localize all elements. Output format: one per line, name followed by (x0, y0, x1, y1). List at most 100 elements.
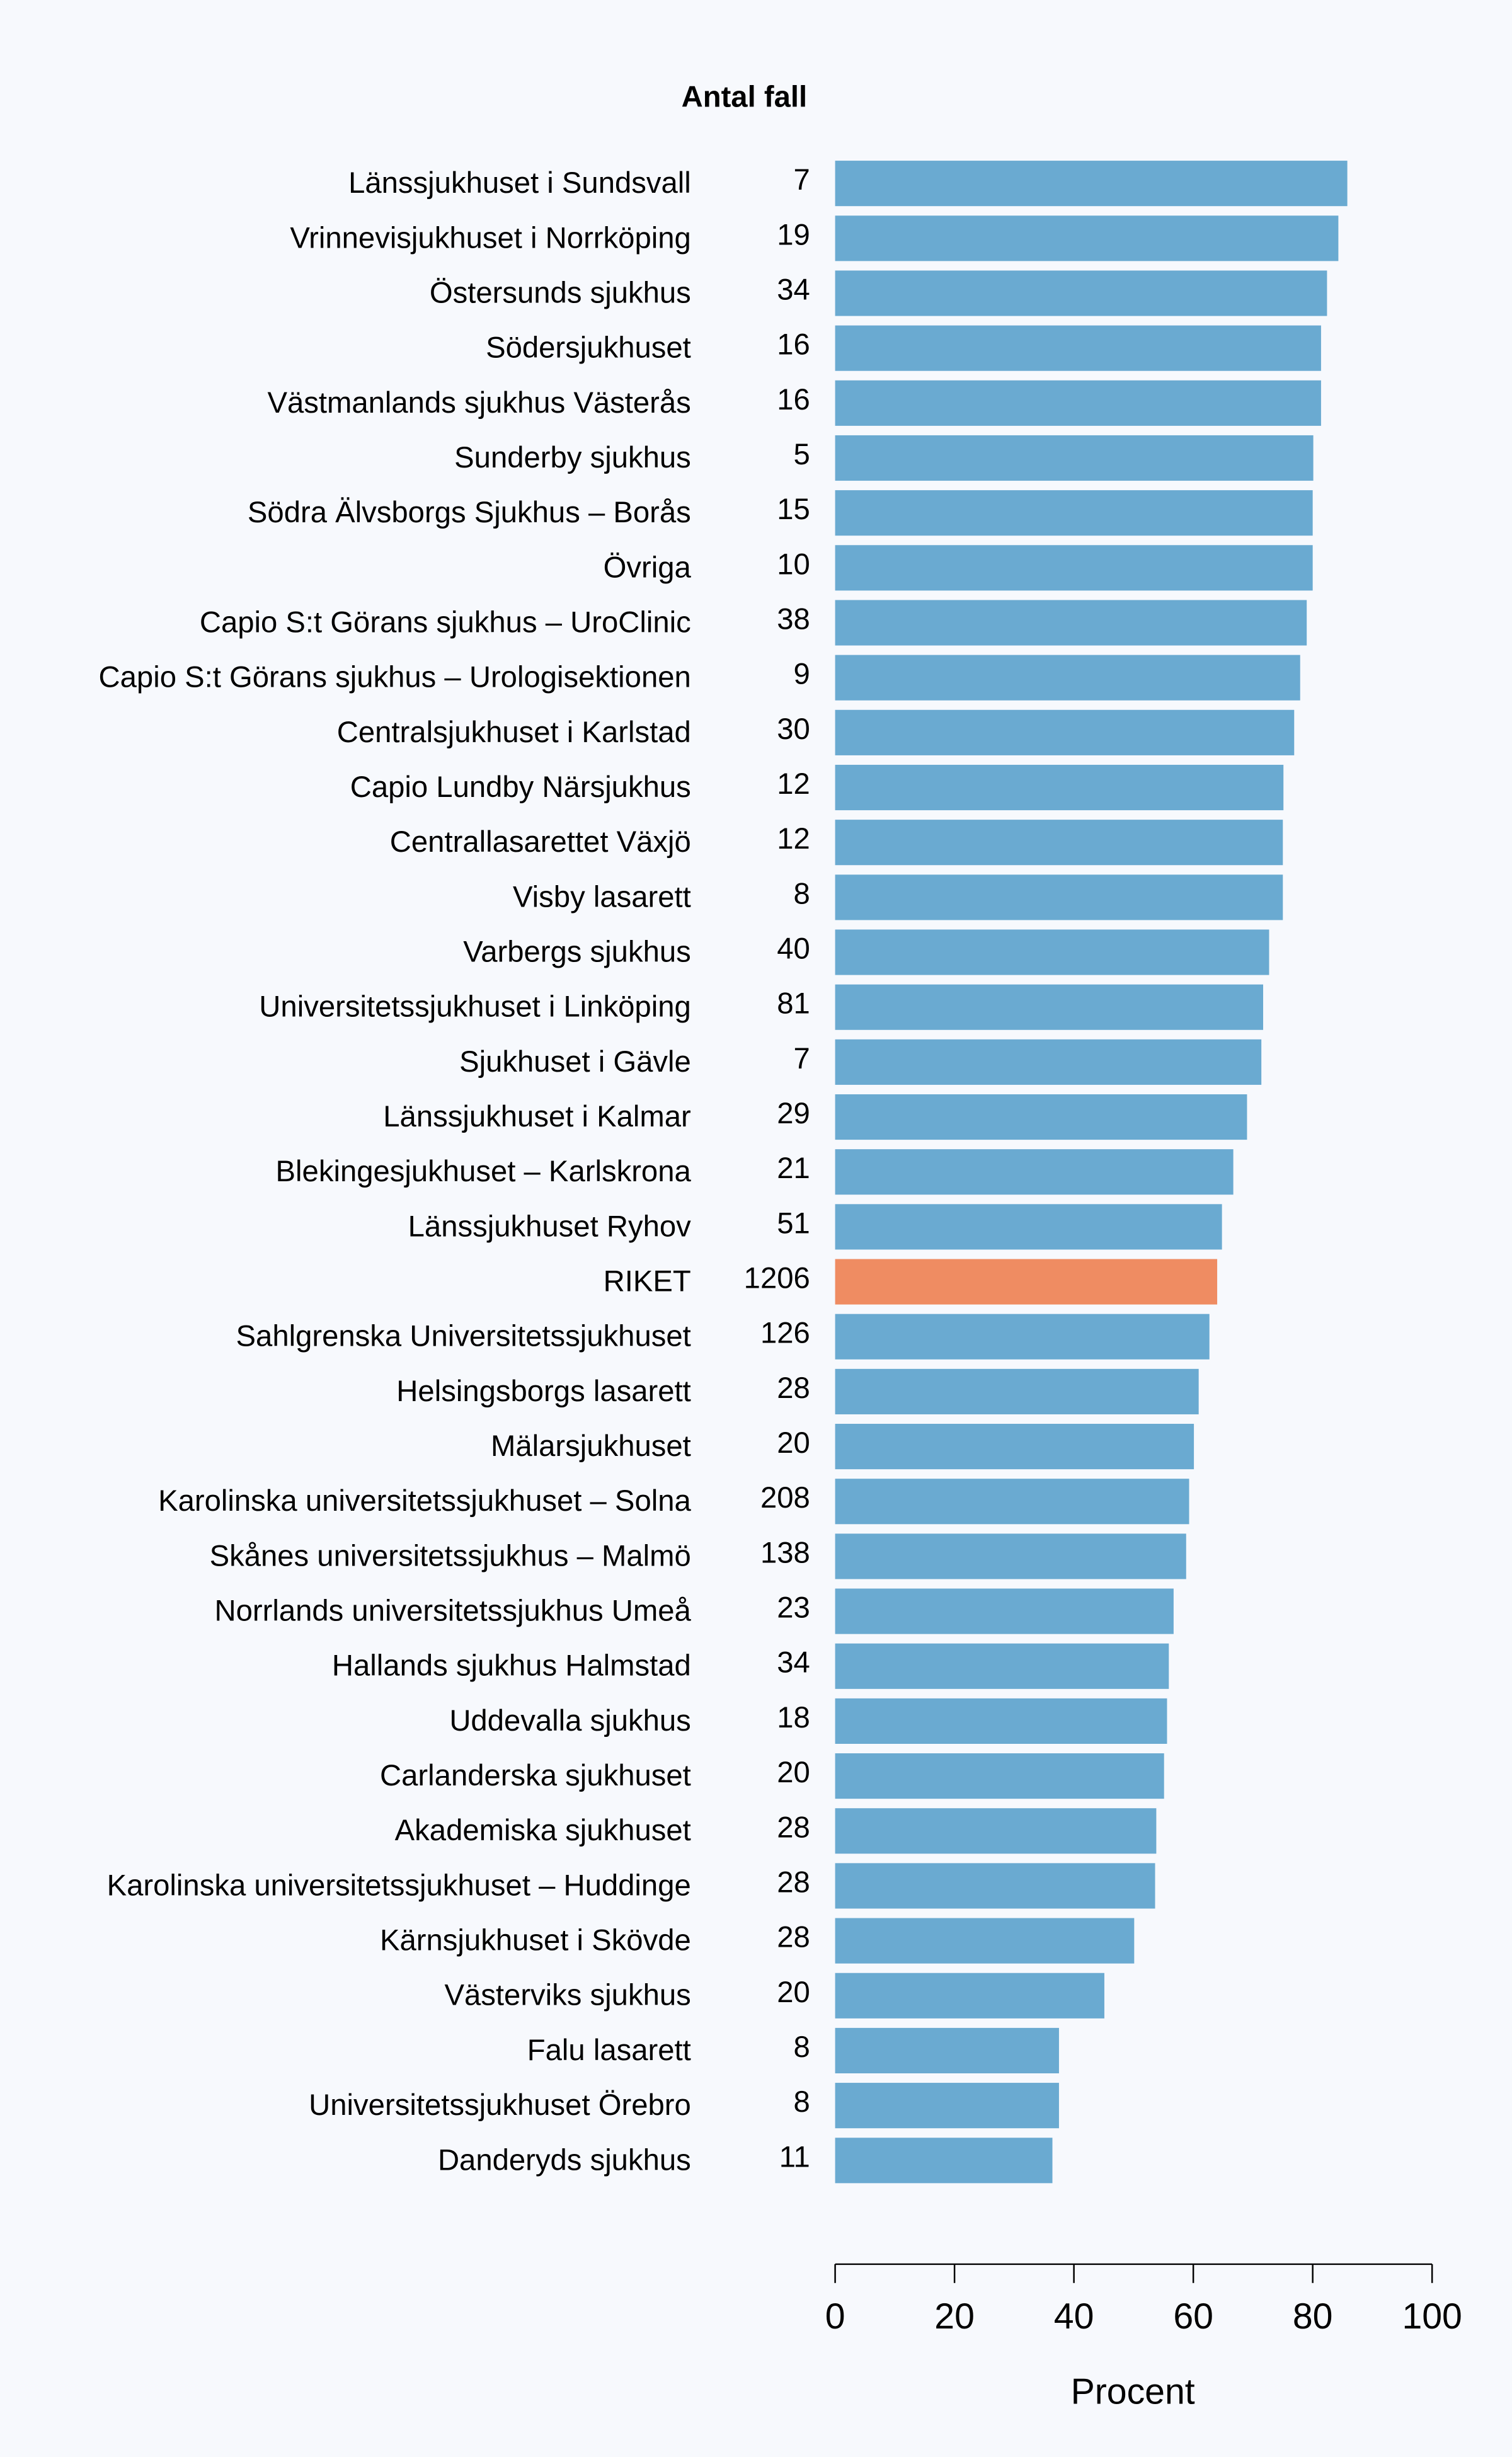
category-label: Akademiska sjukhuset (395, 1814, 691, 1847)
bar (835, 2138, 1053, 2184)
category-label: Danderyds sjukhus (438, 2143, 691, 2177)
x-tick-label: 60 (1173, 2296, 1213, 2337)
bar (835, 2027, 1059, 2074)
category-label: Sahlgrenska Universitetssjukhuset (236, 1320, 691, 1353)
count-label: 34 (777, 273, 810, 306)
category-label: Mälarsjukhuset (491, 1429, 691, 1463)
bar (835, 380, 1321, 426)
category-label: Sjukhuset i Gävle (459, 1045, 691, 1079)
bar (835, 1753, 1164, 1799)
category-label: Norrlands universitetssjukhus Umeå (214, 1595, 691, 1628)
category-label: Övriga (604, 551, 692, 584)
count-label: 1206 (744, 1262, 810, 1295)
category-label: Kärnsjukhuset i Skövde (380, 1924, 691, 1957)
count-label: 10 (777, 547, 810, 581)
count-label: 81 (777, 987, 810, 1021)
count-label: 28 (777, 1865, 810, 1899)
bar (835, 1259, 1218, 1305)
bar (835, 1479, 1189, 1525)
bar (835, 490, 1313, 536)
count-label: 20 (777, 1426, 810, 1460)
count-label: 8 (794, 2030, 810, 2064)
bar (835, 764, 1284, 811)
count-label: 16 (777, 383, 810, 416)
bar (835, 1863, 1155, 1909)
category-label: Carlanderska sjukhuset (380, 1759, 691, 1792)
count-label: 8 (794, 877, 810, 910)
category-label: Capio Lundby Närsjukhus (350, 770, 691, 804)
count-label: 51 (777, 1206, 810, 1240)
count-label: 138 (760, 1536, 810, 1569)
bar (835, 820, 1283, 866)
bar (835, 1368, 1199, 1414)
x-tick-label: 100 (1402, 2296, 1462, 2337)
category-label: Östersunds sjukhus (430, 276, 691, 309)
bar (835, 1643, 1169, 1689)
bar (835, 435, 1314, 481)
bar (835, 215, 1339, 261)
bar (835, 1204, 1222, 1250)
x-tick-label: 20 (934, 2296, 975, 2337)
bar (835, 1424, 1194, 1470)
category-label: Universitetssjukhuset Örebro (309, 2088, 691, 2122)
count-label: 5 (794, 438, 810, 471)
category-label: Sunderby sjukhus (454, 441, 691, 474)
bar (835, 874, 1283, 920)
bar (835, 929, 1269, 975)
x-tick-label: 40 (1054, 2296, 1094, 2337)
count-label: 40 (777, 932, 810, 966)
bar (835, 1039, 1262, 1085)
bar (835, 1588, 1174, 1634)
count-label: 208 (760, 1481, 810, 1515)
count-label: 16 (777, 328, 810, 362)
bar (835, 655, 1300, 701)
count-label: 7 (794, 1042, 810, 1075)
bar (835, 984, 1263, 1030)
bar (835, 1808, 1157, 1854)
bar (835, 600, 1307, 646)
category-label: Länssjukhuset i Sundsvall (348, 166, 691, 200)
bar (835, 161, 1348, 207)
bar (835, 1533, 1186, 1579)
category-label: Capio S:t Görans sjukhus – UroClinic (200, 605, 691, 639)
count-label: 34 (777, 1646, 810, 1680)
count-label: 11 (779, 2140, 810, 2174)
count-label: 18 (777, 1701, 810, 1734)
count-header: Antal fall (682, 80, 808, 113)
count-label: 19 (777, 218, 810, 251)
count-label: 20 (777, 1976, 810, 2009)
category-label: Universitetssjukhuset i Linköping (259, 990, 690, 1024)
category-label: Blekingesjukhuset – Karlskrona (276, 1155, 692, 1188)
category-label: Länssjukhuset Ryhov (408, 1210, 692, 1243)
bar (835, 270, 1327, 316)
count-label: 12 (777, 822, 810, 856)
count-label: 20 (777, 1756, 810, 1789)
count-label: 28 (777, 1811, 810, 1844)
count-label: 23 (777, 1591, 810, 1625)
bar (835, 1918, 1135, 1964)
category-label: Hallands sjukhus Halmstad (332, 1649, 691, 1683)
category-label: Södra Älvsborgs Sjukhus – Borås (248, 496, 691, 529)
x-axis-title: Procent (1071, 2371, 1195, 2412)
category-label: Västerviks sjukhus (445, 1979, 691, 2012)
count-label: 126 (760, 1317, 810, 1350)
category-label: Skånes universitetssjukhus – Malmö (210, 1539, 691, 1572)
x-tick-label: 0 (825, 2296, 845, 2337)
x-tick-label: 80 (1293, 2296, 1333, 2337)
bar (835, 1094, 1247, 1140)
bar (835, 1149, 1234, 1195)
category-label: Helsingsborgs lasarett (396, 1375, 690, 1408)
bar (835, 1698, 1167, 1744)
category-label: Länssjukhuset i Kalmar (383, 1100, 691, 1133)
category-label: Västmanlands sjukhus Västerås (267, 386, 690, 420)
category-label: Varbergs sjukhus (463, 936, 691, 969)
category-label: Uddevalla sjukhus (449, 1704, 690, 1738)
category-label: Visby lasarett (513, 880, 691, 914)
bar (835, 545, 1313, 591)
count-label: 30 (777, 713, 810, 746)
bar (835, 1973, 1104, 2019)
count-label: 21 (777, 1152, 810, 1185)
category-label: Karolinska universitetssjukhuset – Huddi… (107, 1869, 691, 1902)
category-label: Capio S:t Görans sjukhus – Urologisektio… (99, 661, 691, 694)
